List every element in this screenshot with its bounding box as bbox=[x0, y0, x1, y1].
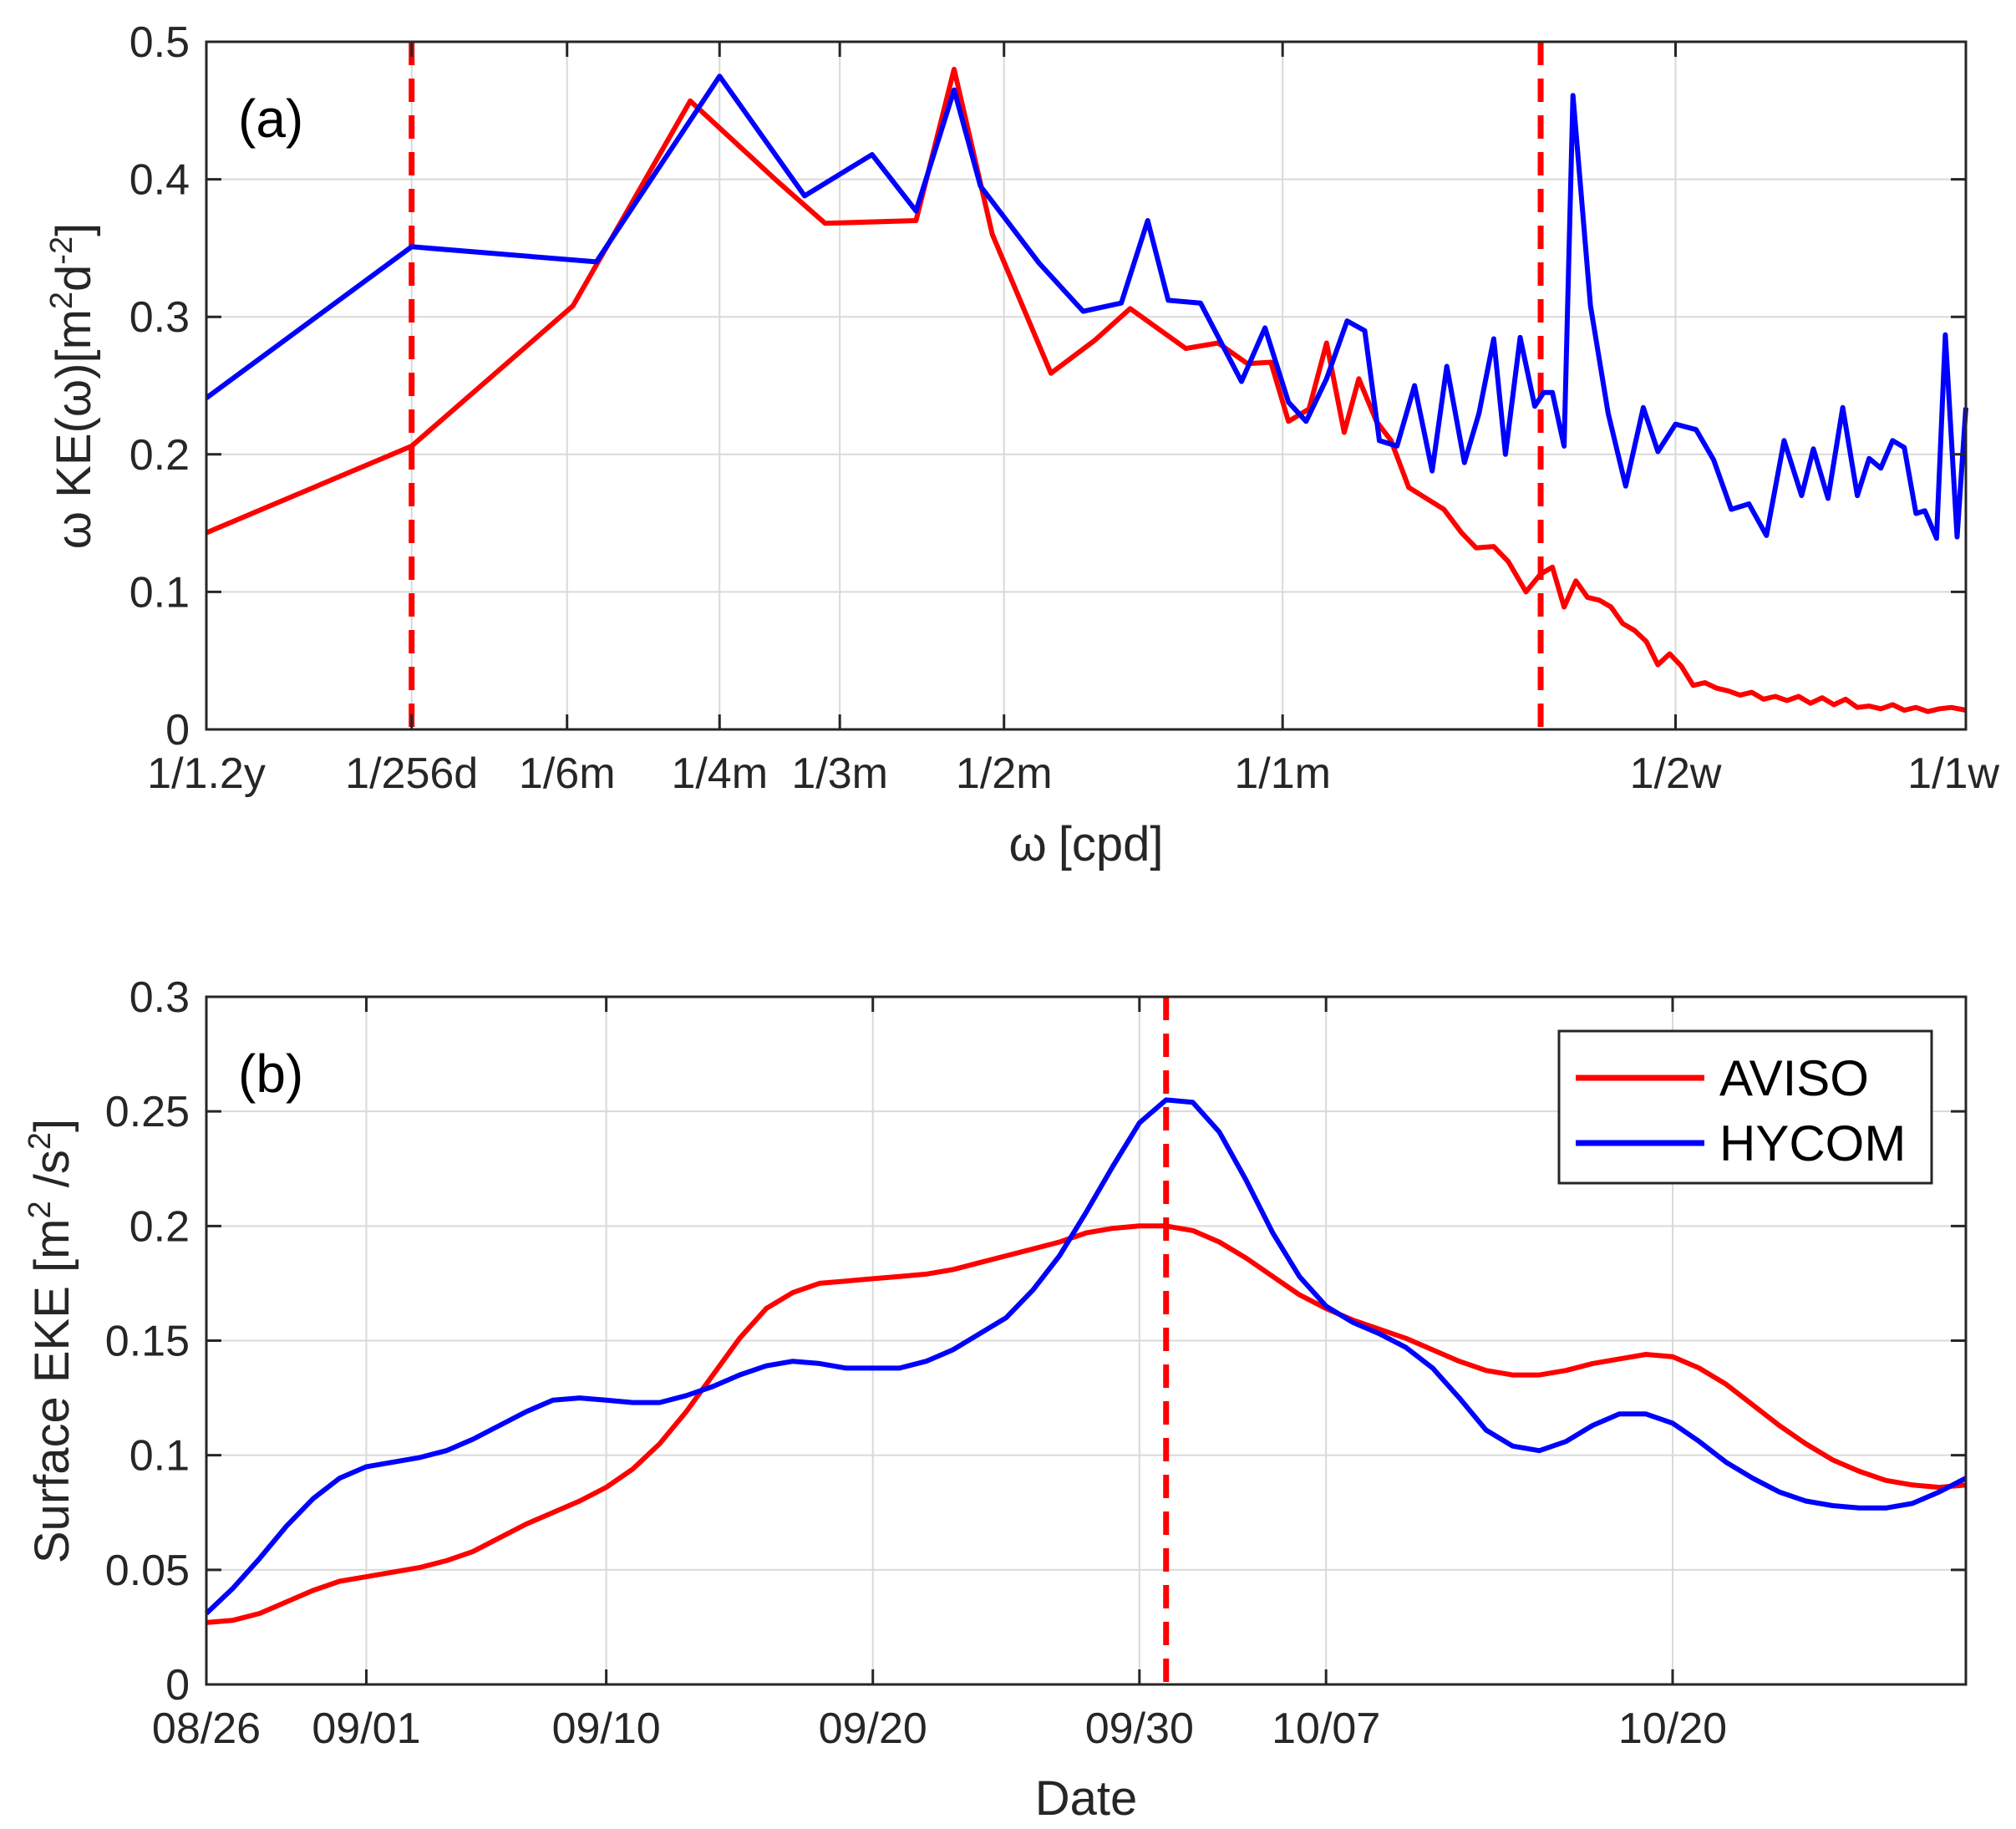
panel-b-y-tick-label: 0 bbox=[165, 1661, 190, 1710]
panel-b-y-label-suffix: ] bbox=[25, 1119, 79, 1132]
panel-a-x-axis-unit: [cpd] bbox=[1059, 817, 1164, 871]
panel-b-eke-chart: 0 0.05 0.1 0.15 0.2 0.25 0.3 08/26 09/01 09/10 09/… bbox=[23, 973, 1968, 1826]
panel-a-x-tick-label: 1/1.2y bbox=[147, 749, 266, 798]
panel-b-x-tick-label: 09/01 bbox=[312, 1705, 420, 1753]
panel-a-y-tick-label: 0.5 bbox=[129, 18, 190, 67]
legend: AVISO HYCOM bbox=[1557, 1029, 1933, 1185]
panel-b-y-tick-label: 0.25 bbox=[105, 1088, 190, 1136]
panel-a-marker-lines bbox=[409, 42, 1544, 729]
panel-b-y-tick-label: 0.2 bbox=[129, 1202, 190, 1251]
panel-a-x-axis-label: ω [cpd] bbox=[1008, 817, 1163, 871]
panel-a-series-aviso bbox=[205, 66, 1967, 714]
panel-a-x-tick-label: 1/1m bbox=[1234, 749, 1331, 798]
panel-a-y-label-suffix: ] bbox=[47, 223, 101, 236]
panel-a-ticks: 0 0.1 0.2 0.3 0.4 0.5 1/1.2y 1/256d 1/6m 1/4m 1/3m… bbox=[129, 18, 2000, 798]
panel-a-y-label-prefix: ω KE(ω)[m bbox=[47, 309, 101, 549]
panel-a-y-tick-label: 0.1 bbox=[129, 568, 190, 617]
panel-b-x-tick-label: 09/10 bbox=[552, 1705, 661, 1753]
panel-a-y-label-sup2: -2 bbox=[44, 236, 79, 265]
panel-b-y-label-sup1: 2 bbox=[23, 1201, 58, 1218]
panel-b-y-tick-label: 0.1 bbox=[129, 1432, 190, 1481]
panel-b-y-label-prefix: Surface EKE [m bbox=[25, 1219, 79, 1564]
panel-b-y-label-sup2: 2 bbox=[23, 1132, 58, 1150]
legend-label-aviso: AVISO bbox=[1719, 1050, 1869, 1106]
panel-b-series-hycom bbox=[204, 1097, 1968, 1616]
panel-a-x-tick-label: 1/3m bbox=[791, 749, 888, 798]
panel-a-x-tick-label: 1/256d bbox=[345, 749, 478, 798]
panel-b-tag: (b) bbox=[238, 1044, 303, 1104]
legend-label-hycom: HYCOM bbox=[1719, 1115, 1906, 1171]
panel-b-y-tick-label: 0.05 bbox=[105, 1547, 190, 1595]
panel-b-x-tick-label: 08/26 bbox=[152, 1705, 261, 1753]
panel-a-y-tick-label: 0.2 bbox=[129, 431, 190, 480]
panel-b-y-axis-label: Surface EKE [m2 /s2] bbox=[23, 1119, 79, 1563]
panel-b-x-tick-label: 10/20 bbox=[1618, 1705, 1727, 1753]
panel-a-x-tick-label: 1/1w bbox=[1907, 749, 1999, 798]
panel-a-series-hycom bbox=[205, 74, 1968, 541]
panel-a-y-label-mid: d bbox=[47, 265, 101, 292]
panel-b-x-tick-label: 09/20 bbox=[819, 1705, 927, 1753]
panel-a-x-tick-label: 1/2m bbox=[956, 749, 1053, 798]
panel-a-tag: (a) bbox=[238, 89, 303, 149]
panel-a-y-tick-label: 0.3 bbox=[129, 293, 190, 342]
panel-b-x-axis-label: Date bbox=[1035, 1771, 1138, 1826]
panel-b-y-tick-label: 0.15 bbox=[105, 1318, 190, 1366]
panel-b-series-aviso bbox=[206, 1223, 1967, 1625]
panel-a-y-tick-label: 0.4 bbox=[129, 156, 190, 205]
panel-a-x-axis-symbol: ω bbox=[1008, 817, 1046, 871]
panel-b-x-tick-label: 10/07 bbox=[1272, 1705, 1380, 1753]
panel-a-background bbox=[206, 42, 1966, 729]
panel-b-y-label-mid: /s bbox=[25, 1150, 79, 1201]
panel-a-x-tick-label: 1/6m bbox=[519, 749, 616, 798]
panel-a-y-tick-label: 0 bbox=[165, 706, 190, 754]
panel-b-x-tick-label: 09/30 bbox=[1085, 1705, 1194, 1753]
panel-b-series bbox=[204, 1097, 1968, 1625]
panel-a-frame bbox=[205, 40, 1968, 731]
panel-a-series bbox=[205, 66, 1968, 714]
panel-a-x-tick-label: 1/2w bbox=[1630, 749, 1722, 798]
panel-a-spectrum-chart: 0 0.1 0.2 0.3 0.4 0.5 1/1.2y 1/256d 1/6m 1/4m 1/3m… bbox=[44, 18, 1999, 871]
panel-a-x-tick-label: 1/4m bbox=[671, 749, 768, 798]
panel-a-y-label-sup1: 2 bbox=[44, 292, 79, 309]
legend-box bbox=[1557, 1029, 1933, 1185]
panel-b-y-tick-label: 0.3 bbox=[129, 973, 190, 1022]
panel-b-ticks: 0 0.05 0.1 0.15 0.2 0.25 0.3 08/26 09/01 09/10 09/… bbox=[105, 973, 1966, 1753]
panel-a-y-axis-label: ω KE(ω)[m2d-2] bbox=[44, 223, 101, 549]
